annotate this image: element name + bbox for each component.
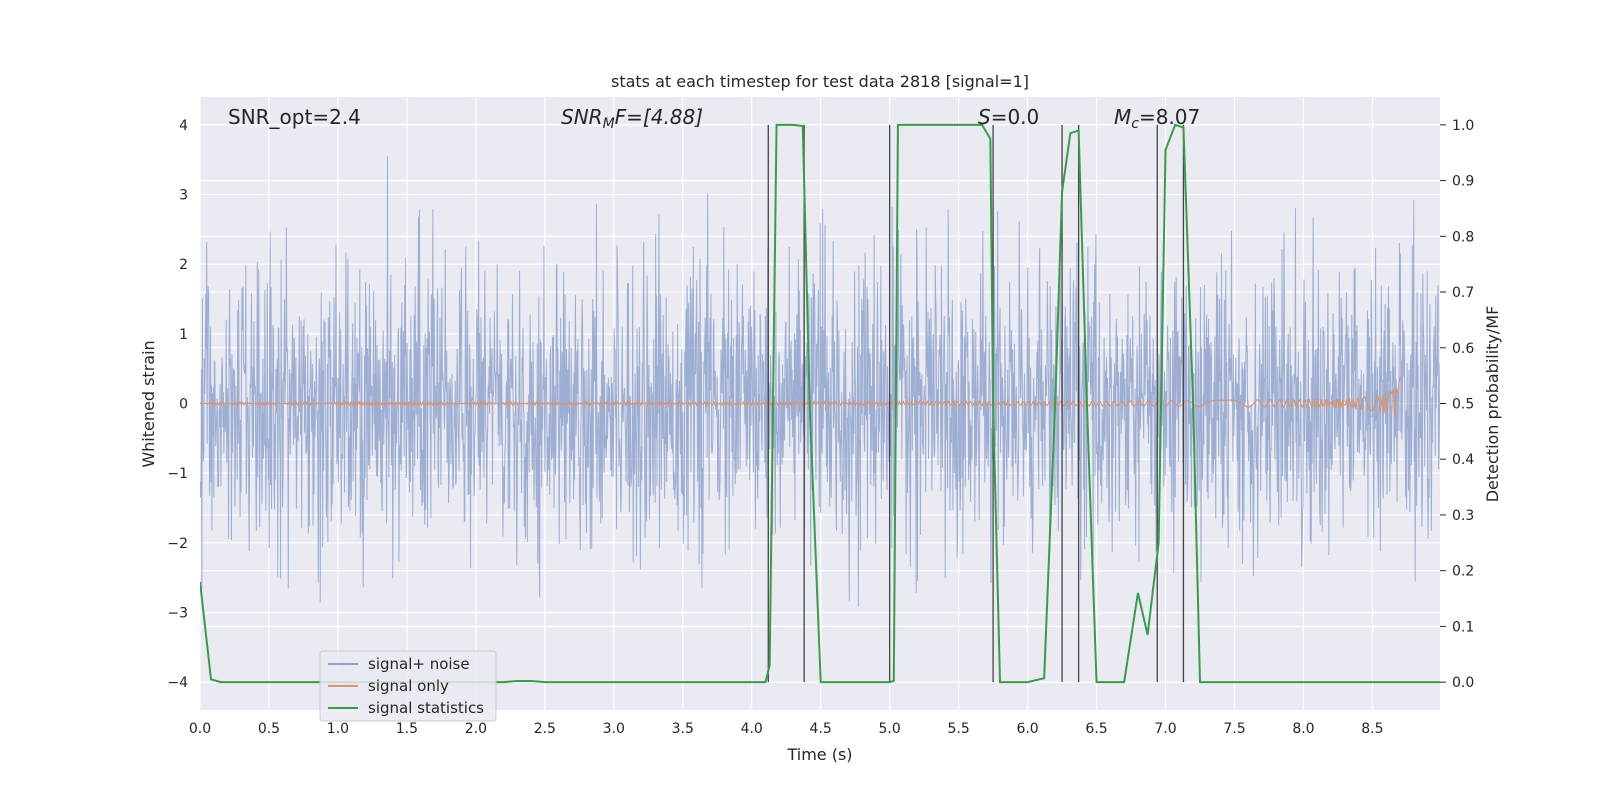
y2-tick-label: 0.6 — [1452, 341, 1474, 357]
x-tick-label: 2.5 — [534, 721, 556, 737]
plot-area — [200, 123, 1440, 684]
x-axis-label: Time (s) — [786, 745, 852, 764]
y2-tick-label: 0.7 — [1452, 285, 1474, 301]
legend-box — [319, 650, 497, 722]
y2-tick-label: 0.5 — [1452, 397, 1474, 413]
y2-tick-label: 0.4 — [1452, 452, 1474, 468]
x-tick-label: 1.0 — [327, 721, 349, 737]
x-tick-label: 1.5 — [396, 721, 418, 737]
x-tick-label: 8.5 — [1361, 721, 1383, 737]
y2-tick-label: 0.0 — [1452, 675, 1474, 691]
y-tick-label: 4 — [179, 118, 188, 134]
legend: signal+ noise signal only signal statist… — [319, 650, 497, 722]
x-tick-label: 6.0 — [1016, 721, 1038, 737]
x-tick-labels: 0.0 0.5 1.0 1.5 2.0 2.5 3.0 3.5 4.0 4.5 5.0 5.5 6.0 6… — [189, 721, 1384, 737]
x-tick-label: 7.0 — [1154, 721, 1176, 737]
y-tick-label: 1 — [179, 327, 188, 343]
y2-tick-label: 0.3 — [1452, 508, 1474, 524]
legend-label-signal-statistics: signal statistics — [368, 699, 484, 717]
x-tick-label: 7.5 — [1223, 721, 1245, 737]
annotation-s: S=0.0 — [978, 105, 1039, 129]
x-tick-label: 5.0 — [879, 721, 901, 737]
y2-tick-label: 1.0 — [1452, 118, 1474, 134]
x-tick-label: 2.0 — [465, 721, 487, 737]
x-tick-label: 0.5 — [258, 721, 280, 737]
y-tick-label: 0 — [179, 397, 188, 413]
series-signal-only — [200, 377, 1401, 416]
x-tick-label: 0.0 — [189, 721, 211, 737]
annotation-snr-mf: SNRMF=[4.88] — [561, 105, 703, 132]
y-tick-label: −3 — [167, 605, 188, 621]
series-signal-statistics — [200, 123, 1440, 684]
x-tick-label: 6.5 — [1085, 721, 1107, 737]
y2-tick-label: 0.2 — [1452, 564, 1474, 580]
y-tick-label: −1 — [167, 466, 188, 482]
y-tick-label: −2 — [167, 536, 188, 552]
y-tick-label: 2 — [179, 257, 188, 273]
x-tick-label: 4.0 — [741, 721, 763, 737]
x-tick-label: 4.5 — [810, 721, 832, 737]
legend-label-signal-only: signal only — [368, 677, 449, 695]
x-tick-label: 5.5 — [947, 721, 969, 737]
signal-statistics-line — [200, 123, 1440, 684]
y-axis-label: Whitened strain — [139, 340, 158, 467]
legend-label-signal-noise: signal+ noise — [368, 655, 470, 673]
signal-only-line — [200, 377, 1401, 416]
y-tick-labels: 4 3 2 1 0 −1 −2 −3 −4 — [167, 118, 188, 691]
x-tick-label: 3.5 — [672, 721, 694, 737]
x-tick-label: 3.0 — [603, 721, 625, 737]
y2-tick-labels: 1.0 0.9 0.8 0.7 0.6 0.5 0.4 0.3 0.2 0.1 0.0 — [1452, 118, 1474, 691]
annotation-mc: Mc=8.07 — [1114, 105, 1200, 132]
y2-axis-label: Detection probability/MF — [1483, 306, 1502, 503]
annotation-snr-opt: SNR_opt=2.4 — [228, 105, 361, 129]
y-tick-label: 3 — [179, 188, 188, 204]
x-tick-label: 8.0 — [1292, 721, 1314, 737]
chart-title: stats at each timestep for test data 281… — [611, 72, 1029, 91]
signal-noise-line — [200, 156, 1440, 607]
series-signal-noise — [200, 156, 1440, 607]
y2-tick-label: 0.8 — [1452, 229, 1474, 245]
y2-tick-label: 0.1 — [1452, 619, 1474, 635]
y2-tick-label: 0.9 — [1452, 174, 1474, 190]
y-tick-label: −4 — [167, 675, 188, 691]
